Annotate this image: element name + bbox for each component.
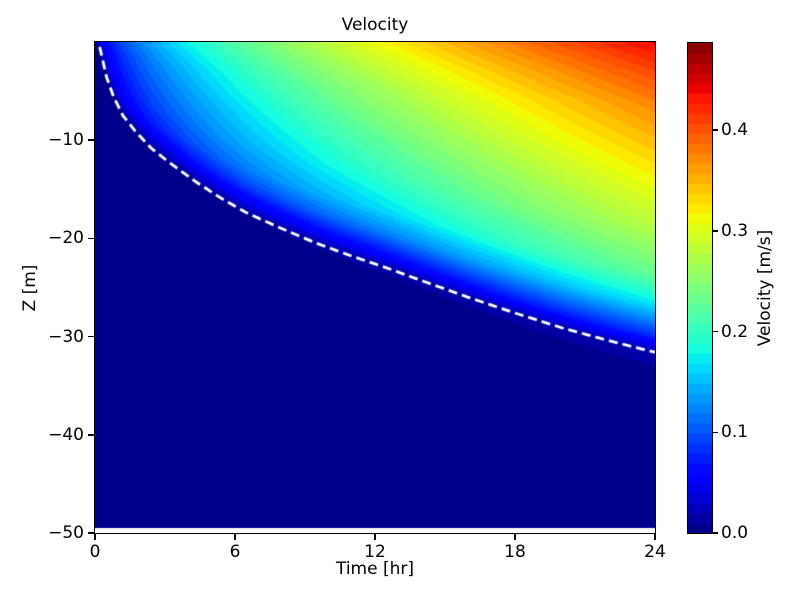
x-axis-label: Time [hr]: [335, 559, 415, 579]
x-tick-mark: [374, 534, 376, 540]
colorbar-tick-label: 0.4: [721, 120, 749, 141]
colorbar-tick-mark: [713, 431, 718, 434]
x-tick-mark: [654, 534, 656, 540]
colorbar-tick-label: 0.1: [721, 422, 749, 443]
velocity-contour-canvas: [95, 42, 655, 533]
y-tick-label: −30: [48, 326, 84, 347]
x-tick-mark: [514, 534, 516, 540]
y-tick-label: −50: [48, 523, 84, 543]
x-tick-label: 24: [644, 542, 666, 562]
colorbar-tick-label: 0.0: [721, 523, 749, 543]
y-tick-mark: [88, 139, 94, 141]
y-tick-mark: [88, 237, 94, 240]
colorbar-tick-mark: [713, 230, 718, 232]
y-tick-mark: [88, 532, 94, 534]
colorbar-frame: [687, 42, 713, 534]
y-tick-mark: [88, 335, 94, 338]
colorbar-tick-mark: [713, 330, 718, 333]
x-tick-mark: [234, 534, 236, 540]
y-axis-label: Z [m]: [20, 264, 40, 312]
x-tick-label: 12: [364, 542, 386, 562]
x-tick-label: 18: [504, 542, 526, 562]
y-tick-label: −10: [48, 130, 84, 151]
y-tick-label: −20: [48, 228, 84, 249]
x-tick-mark: [94, 534, 96, 540]
colorbar-label: Velocity [m/s]: [755, 229, 775, 347]
plot-frame: [94, 41, 656, 534]
colorbar-tick-mark: [713, 532, 718, 534]
y-tick-mark: [88, 434, 94, 436]
colorbar-tick-label: 0.2: [721, 321, 749, 342]
chart-title: Velocity: [341, 15, 409, 35]
colorbar-canvas: [688, 43, 712, 533]
colorbar-tick-label: 0.3: [721, 220, 749, 241]
colorbar-tick-mark: [713, 129, 718, 131]
x-tick-label: 0: [89, 542, 101, 562]
y-tick-label: −40: [48, 424, 84, 445]
x-tick-label: 6: [229, 542, 241, 562]
